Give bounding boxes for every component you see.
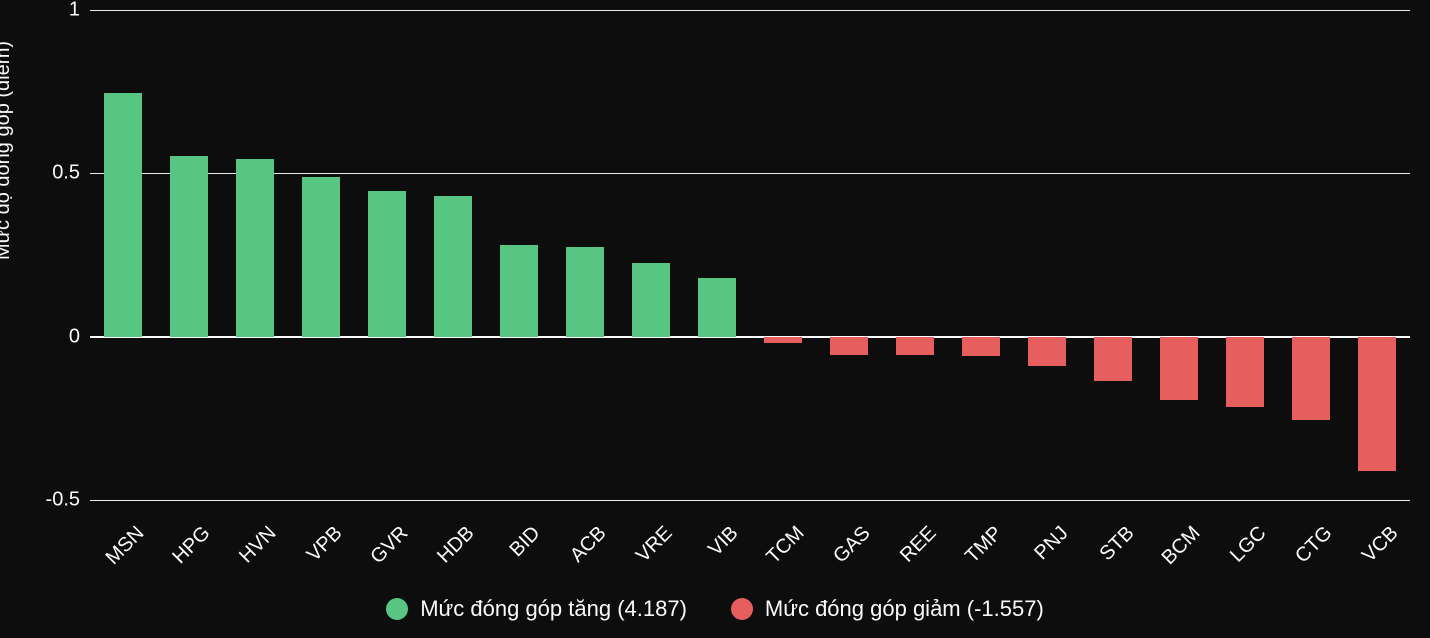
- bar-GVR: [368, 191, 406, 336]
- y-tick-label: 1: [10, 0, 80, 22]
- bar-HPG: [170, 156, 208, 336]
- bar-ACB: [566, 247, 604, 337]
- y-tick-label: 0: [10, 325, 80, 348]
- bar-BCM: [1160, 337, 1198, 401]
- plot-area: [90, 10, 1410, 500]
- y-tick-label: 0.5: [10, 162, 80, 185]
- legend-label: Mức đóng góp tăng (4.187): [420, 596, 687, 622]
- bar-HDB: [434, 196, 472, 336]
- legend-label: Mức đóng góp giảm (-1.557): [765, 596, 1044, 622]
- bars-group: [90, 10, 1410, 500]
- bar-LGC: [1226, 337, 1264, 407]
- legend: Mức đóng góp tăng (4.187) Mức đóng góp gi…: [0, 596, 1430, 626]
- bar-GAS: [830, 337, 868, 355]
- bar-PNJ: [1028, 337, 1066, 366]
- legend-item-up: Mức đóng góp tăng (4.187): [386, 596, 687, 622]
- bar-VIB: [698, 278, 736, 337]
- bar-HVN: [236, 159, 274, 337]
- bar-TMP: [962, 337, 1000, 357]
- legend-item-down: Mức đóng góp giảm (-1.557): [731, 596, 1044, 622]
- gridline: [90, 500, 1410, 501]
- bar-VRE: [632, 263, 670, 337]
- bar-MSN: [104, 93, 142, 336]
- bar-REE: [896, 337, 934, 355]
- contribution-bar-chart: Mức độ đóng góp (điểm) -0.500.51 MSNHPGH…: [0, 0, 1430, 638]
- legend-swatch: [731, 598, 753, 620]
- legend-swatch: [386, 598, 408, 620]
- bar-VPB: [302, 177, 340, 337]
- y-axis-title: Mức độ đóng góp (điểm): [0, 41, 15, 260]
- bar-STB: [1094, 337, 1132, 381]
- bar-VCB: [1358, 337, 1396, 471]
- y-tick-label: -0.5: [10, 489, 80, 512]
- bar-CTG: [1292, 337, 1330, 420]
- bar-BID: [500, 245, 538, 336]
- bar-TCM: [764, 337, 802, 344]
